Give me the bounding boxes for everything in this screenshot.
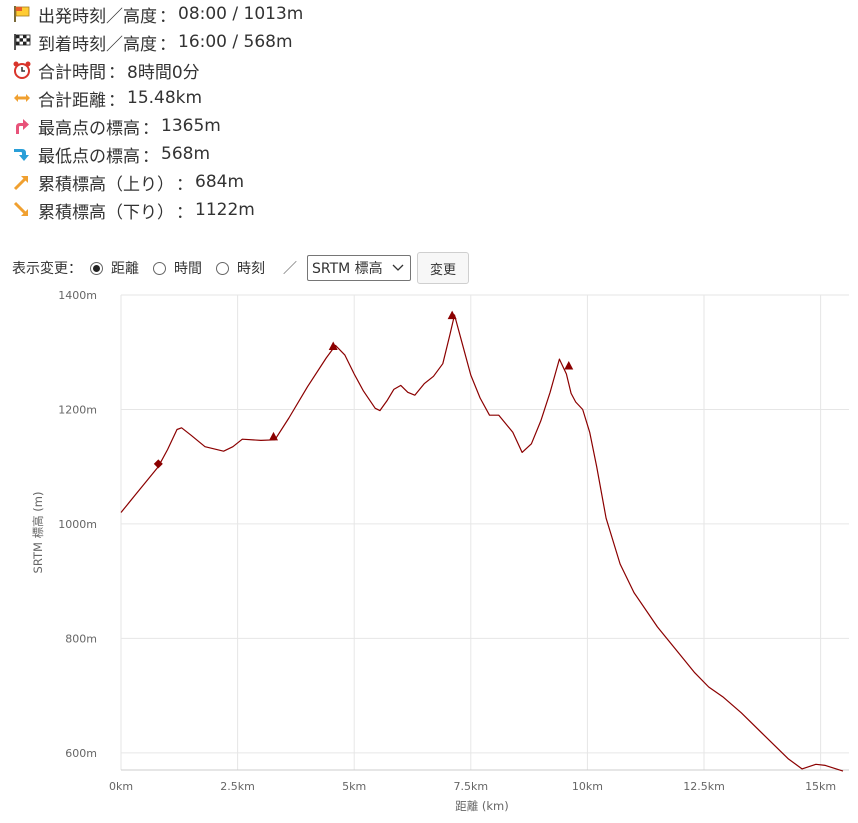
radio-time[interactable]: 時間 <box>153 258 202 278</box>
radio-distance[interactable]: 距離 <box>90 258 139 278</box>
summary-row: 到着時刻／高度： 16:00 / 568m <box>12 28 303 56</box>
summary-separator: ： <box>142 118 159 139</box>
waypoint-triangle-marker <box>447 310 457 320</box>
summary-value: 684m <box>195 172 245 192</box>
goal-checkered-flag-icon <box>12 32 32 52</box>
select-value: SRTM 標高 <box>312 261 383 277</box>
start-flag-icon <box>12 4 32 24</box>
elevation-source-select[interactable]: SRTM 標高 <box>307 255 411 281</box>
x-tick-label: 15km <box>805 780 836 793</box>
summary-separator: ： <box>176 174 193 195</box>
waypoint-diamond-marker <box>153 459 163 469</box>
summary-label: 累積標高（下り） <box>38 202 174 223</box>
apply-change-button[interactable]: 変更 <box>417 252 470 284</box>
summary-row: 出発時刻／高度： 08:00 / 1013m <box>12 0 303 28</box>
radio-indicator[interactable] <box>153 261 166 275</box>
ascent-arrow-icon <box>12 172 32 192</box>
y-tick-label: 1000m <box>58 518 97 531</box>
summary-row: 累積標高（上り）： 684m <box>12 168 303 196</box>
summary-value: 1122m <box>195 200 255 220</box>
summary-separator: ： <box>142 146 159 167</box>
waypoint-triangle-marker <box>564 360 574 370</box>
alarm-clock-icon <box>12 60 32 80</box>
up-turn-arrow-icon <box>12 116 32 136</box>
display-controls: 表示変更： 距離 時間 時刻 ／ SRTM 標高 変更 <box>12 252 470 284</box>
descent-arrow-icon <box>12 200 32 220</box>
slash-separator: ／ <box>283 261 297 277</box>
chart-markers <box>153 310 574 469</box>
radio-indicator[interactable] <box>90 261 103 275</box>
summary-label: 出発時刻／高度 <box>38 6 157 27</box>
y-tick-label: 1400m <box>58 289 97 302</box>
x-tick-label: 2.5km <box>220 780 255 793</box>
route-summary: 出発時刻／高度： 08:00 / 1013m 到着時刻／高度： 16:00 / 56… <box>12 0 303 224</box>
summary-separator: ： <box>108 62 125 83</box>
x-tick-label: 12.5km <box>683 780 725 793</box>
summary-value: 16:00 / 568m <box>178 32 293 52</box>
summary-label: 最高点の標高 <box>38 118 140 139</box>
x-tick-label: 10km <box>572 780 603 793</box>
summary-row: 合計時間： 8時間0分 <box>12 56 303 84</box>
y-tick-label: 1200m <box>58 403 97 416</box>
elevation-profile-chart: 0km 2.5km 5km 7.5km 10km 12.5km 15km 600m 800m 10… <box>31 289 849 813</box>
chart-series <box>120 314 844 772</box>
summary-separator: ： <box>159 34 176 55</box>
summary-label: 合計距離 <box>38 90 106 111</box>
summary-separator: ： <box>159 6 176 27</box>
x-tick-label: 5km <box>342 780 366 793</box>
summary-value: 08:00 / 1013m <box>178 4 304 24</box>
summary-separator: ： <box>108 90 125 111</box>
elevation-line <box>120 314 844 772</box>
waypoint-triangle-marker <box>269 431 279 441</box>
radio-label: 距離 <box>111 261 139 277</box>
chart-axes: 0km 2.5km 5km 7.5km 10km 12.5km 15km 600m 800m 10… <box>58 289 849 793</box>
chevron-down-icon <box>392 264 404 271</box>
summary-row: 合計距離： 15.48km <box>12 84 303 112</box>
summary-label: 最低点の標高 <box>38 146 140 167</box>
summary-value: 8時間0分 <box>127 62 200 83</box>
summary-row: 最高点の標高： 1365m <box>12 112 303 140</box>
x-axis-title: 距離 (km) <box>455 799 509 813</box>
radio-clock-time[interactable]: 時刻 <box>216 258 265 278</box>
summary-label: 累積標高（上り） <box>38 174 174 195</box>
summary-row: 累積標高（下り）： 1122m <box>12 196 303 224</box>
y-axis-title: SRTM 標高 (m) <box>31 492 45 574</box>
summary-label: 合計時間 <box>38 62 106 83</box>
x-tick-label: 7.5km <box>454 780 489 793</box>
y-tick-label: 800m <box>65 632 97 645</box>
x-tick-label: 0km <box>109 780 133 793</box>
down-turn-arrow-icon <box>12 144 32 164</box>
summary-separator: ： <box>176 202 193 223</box>
horizontal-arrow-icon <box>12 88 32 108</box>
chart-grid <box>120 294 849 770</box>
radio-label: 時刻 <box>237 261 265 277</box>
display-change-label: 表示変更： <box>12 261 82 277</box>
waypoint-triangle-marker <box>328 341 338 351</box>
radio-indicator[interactable] <box>216 261 229 275</box>
summary-value: 568m <box>161 144 211 164</box>
summary-row: 最低点の標高： 568m <box>12 140 303 168</box>
y-tick-label: 600m <box>65 747 97 760</box>
radio-label: 時間 <box>174 261 202 277</box>
summary-value: 1365m <box>161 116 221 136</box>
summary-label: 到着時刻／高度 <box>38 34 157 55</box>
summary-value: 15.48km <box>127 88 203 108</box>
